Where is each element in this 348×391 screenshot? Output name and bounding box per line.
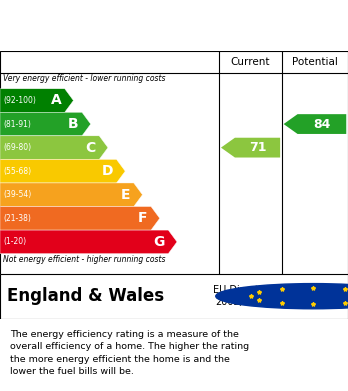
Text: Potential: Potential: [292, 57, 338, 67]
Polygon shape: [284, 114, 346, 134]
Polygon shape: [0, 89, 73, 112]
Text: Energy Efficiency Rating: Energy Efficiency Rating: [50, 16, 298, 34]
Polygon shape: [0, 160, 125, 183]
Text: England & Wales: England & Wales: [7, 287, 164, 305]
Circle shape: [216, 283, 348, 309]
Text: C: C: [86, 141, 96, 154]
Polygon shape: [221, 138, 280, 158]
Polygon shape: [0, 136, 108, 160]
Polygon shape: [0, 206, 160, 230]
Text: (39-54): (39-54): [3, 190, 32, 199]
Text: E: E: [121, 188, 130, 202]
Polygon shape: [0, 230, 177, 254]
Text: Very energy efficient - lower running costs: Very energy efficient - lower running co…: [3, 74, 166, 83]
Polygon shape: [0, 112, 91, 136]
Text: Current: Current: [231, 57, 270, 67]
Text: F: F: [138, 211, 148, 225]
Text: B: B: [68, 117, 79, 131]
Text: The energy efficiency rating is a measure of the
overall efficiency of a home. T: The energy efficiency rating is a measur…: [10, 330, 250, 376]
Text: (21-38): (21-38): [3, 214, 31, 223]
Text: D: D: [102, 164, 113, 178]
Text: Not energy efficient - higher running costs: Not energy efficient - higher running co…: [3, 255, 166, 264]
Text: 84: 84: [313, 118, 331, 131]
Text: (1-20): (1-20): [3, 237, 26, 246]
Text: EU Directive
2002/91/EC: EU Directive 2002/91/EC: [213, 285, 274, 307]
Text: G: G: [153, 235, 165, 249]
Text: (55-68): (55-68): [3, 167, 32, 176]
Text: (92-100): (92-100): [3, 96, 36, 105]
Text: (81-91): (81-91): [3, 120, 31, 129]
Text: 71: 71: [249, 141, 266, 154]
Text: (69-80): (69-80): [3, 143, 32, 152]
Polygon shape: [0, 183, 142, 206]
Text: A: A: [50, 93, 61, 108]
